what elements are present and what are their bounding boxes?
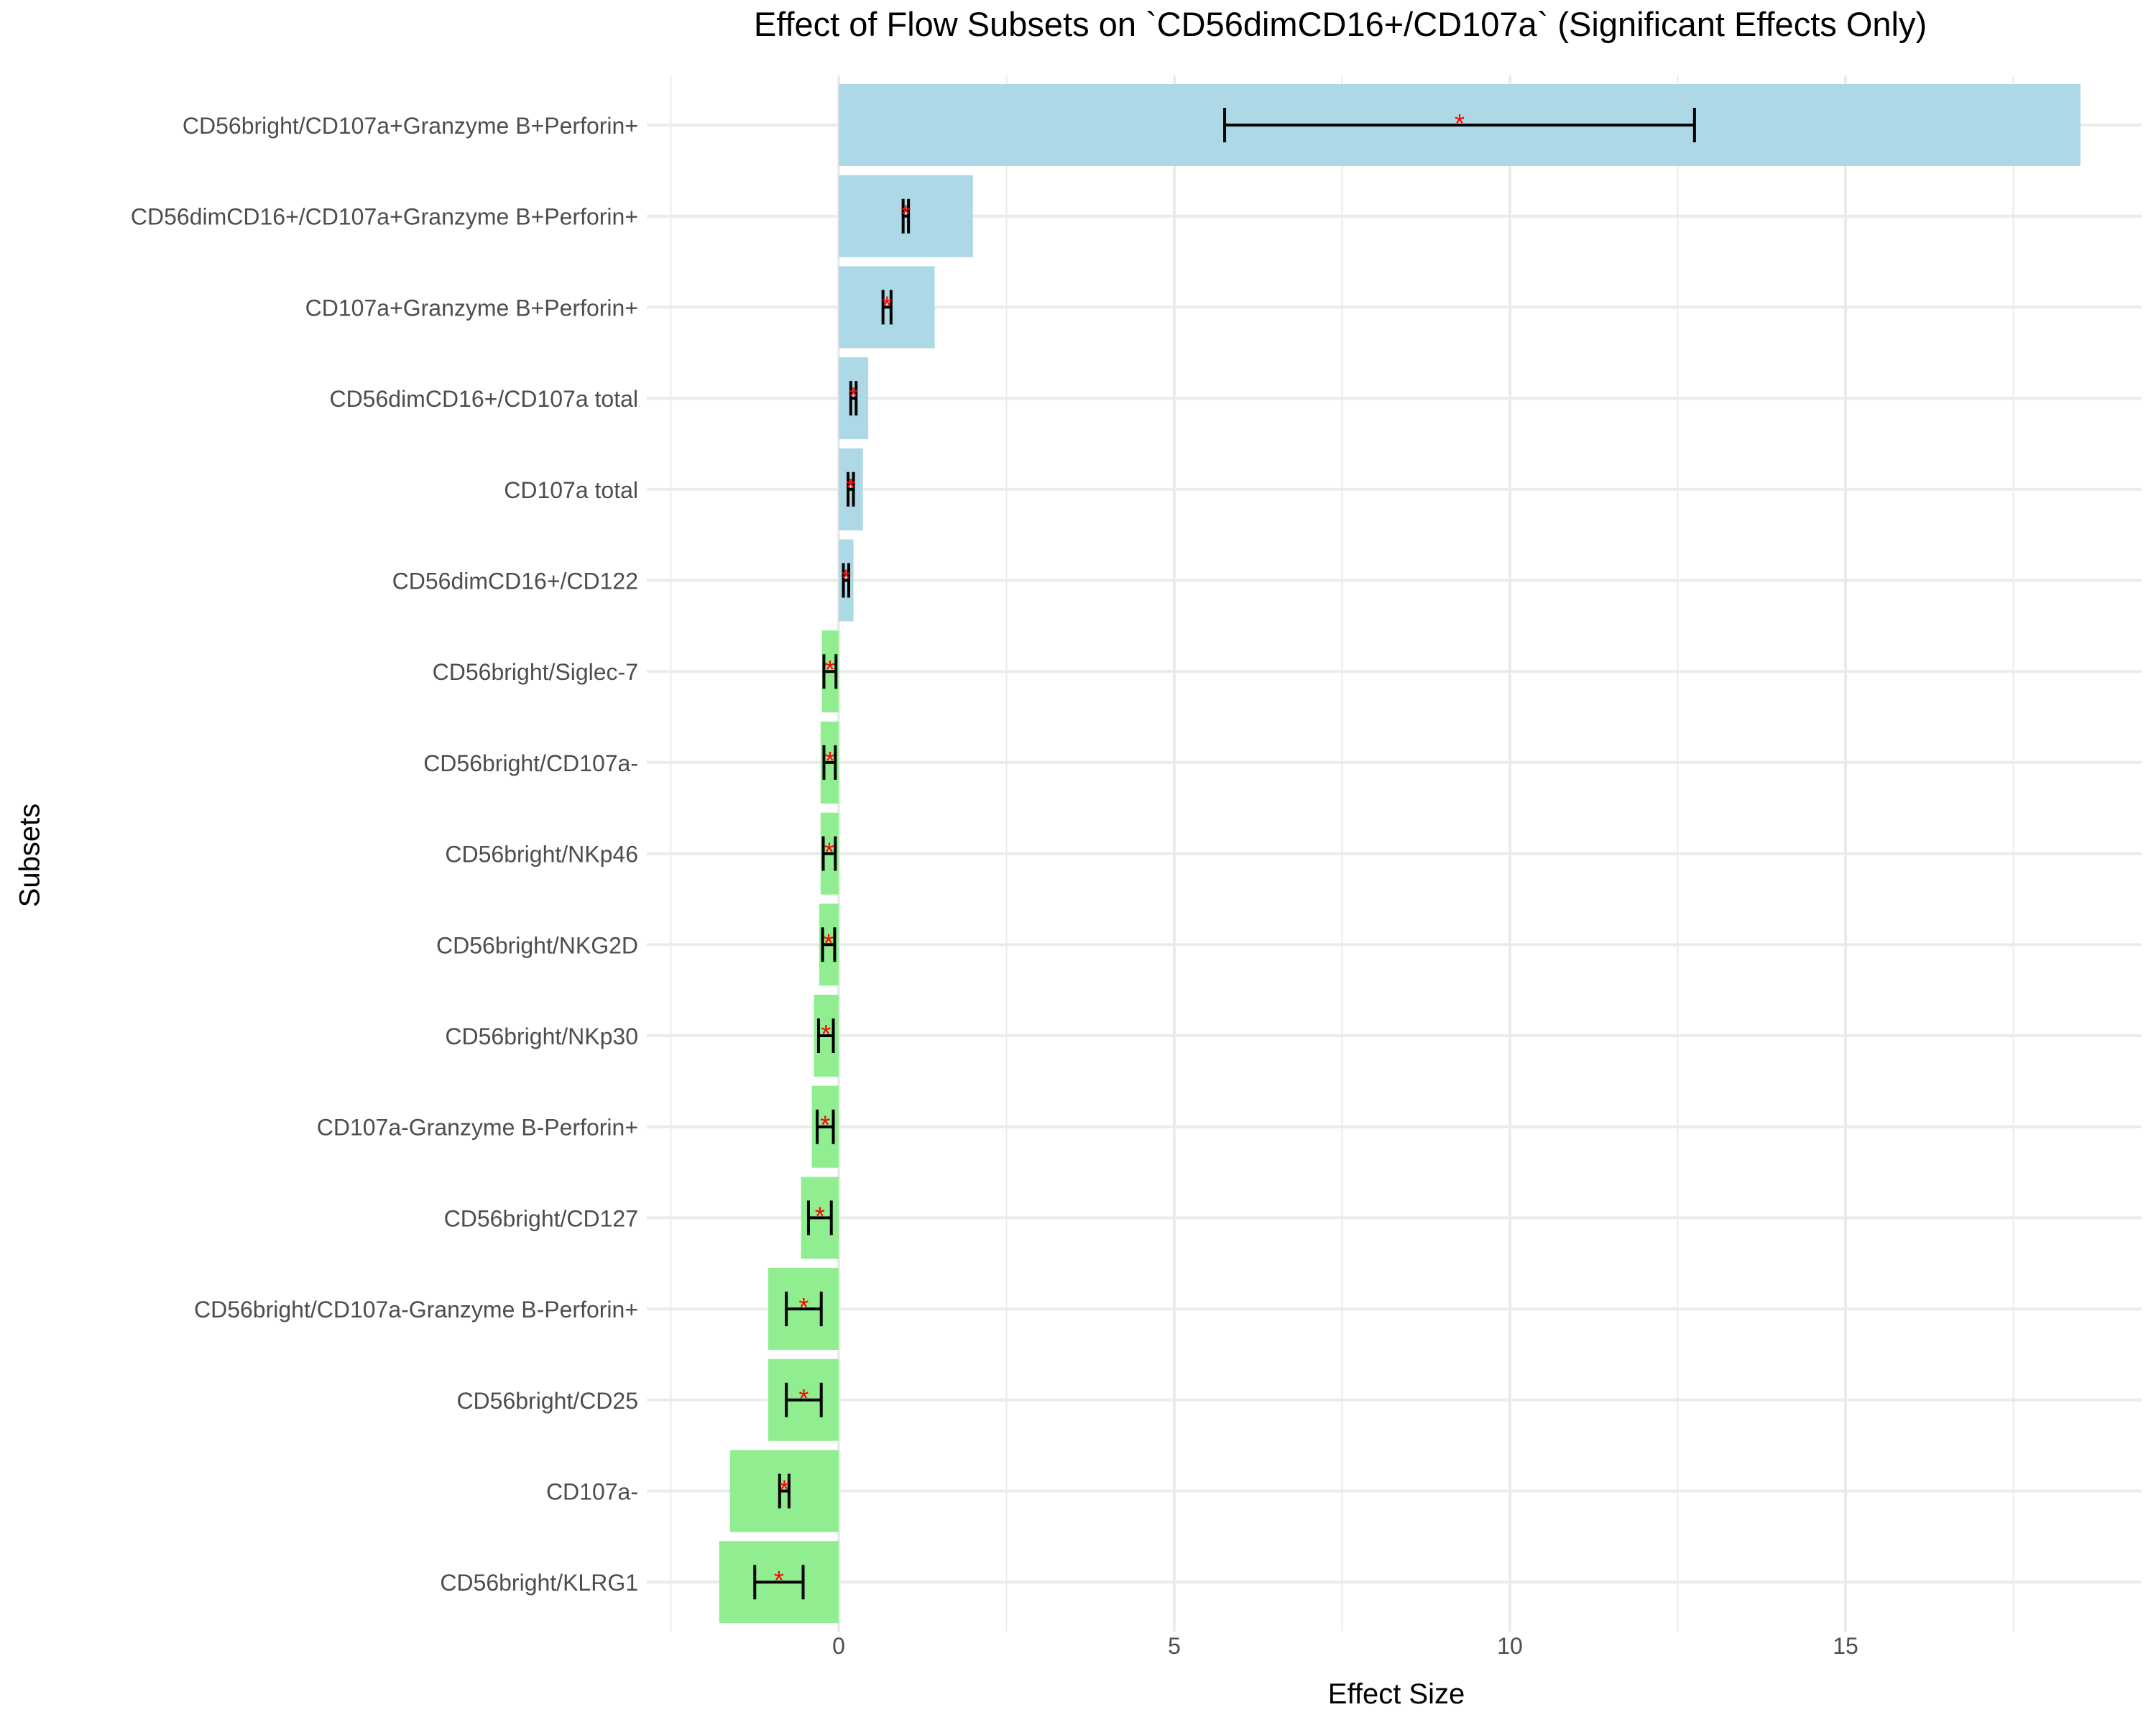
y-axis-title: Subsets — [14, 803, 46, 908]
chart-title: Effect of Flow Subsets on `CD56dimCD16+/… — [753, 5, 1927, 43]
y-tick-label: CD107a- — [546, 1479, 638, 1505]
significance-marker: * — [1455, 109, 1465, 138]
x-tick-label: 15 — [1833, 1633, 1858, 1659]
x-tick-label: 0 — [832, 1633, 845, 1659]
y-tick-label: CD56dimCD16+/CD107a total — [329, 386, 638, 412]
y-tick-label: CD56bright/KLRG1 — [440, 1570, 638, 1596]
y-tick-label: CD56bright/NKp46 — [445, 842, 638, 868]
significance-marker: * — [815, 1201, 825, 1230]
significance-marker: * — [774, 1565, 784, 1595]
y-tick-label: CD56bright/CD25 — [456, 1388, 638, 1414]
y-tick-label: CD107a-Granzyme B-Perforin+ — [317, 1115, 638, 1141]
y-tick-label: CD56bright/CD107a-Granzyme B-Perforin+ — [194, 1297, 638, 1322]
y-tick-label: CD56bright/Siglec-7 — [433, 659, 638, 685]
significance-marker: * — [825, 746, 835, 776]
significance-marker: * — [824, 928, 834, 957]
significance-marker: * — [779, 1475, 789, 1504]
significance-marker: * — [846, 473, 856, 502]
y-tick-label: CD56dimCD16+/CD122 — [392, 569, 638, 594]
significance-marker: * — [882, 290, 892, 320]
x-axis-title: Effect Size — [1327, 1678, 1465, 1710]
significance-marker: * — [841, 564, 851, 594]
x-tick-label: 5 — [1168, 1633, 1181, 1659]
y-tick-label: CD56bright/CD127 — [444, 1205, 638, 1231]
y-tick-label: CD107a total — [504, 477, 638, 503]
y-tick-label: CD56bright/NKp30 — [445, 1024, 638, 1049]
significance-marker: * — [821, 1019, 831, 1049]
y-tick-label: CD107a+Granzyme B+Perforin+ — [305, 295, 638, 321]
significance-marker: * — [900, 200, 911, 229]
significance-marker: * — [824, 837, 834, 867]
significance-marker: * — [798, 1384, 808, 1413]
y-tick-label: CD56bright/CD107a+Granzyme B+Perforin+ — [183, 113, 638, 139]
significance-marker: * — [825, 655, 835, 684]
significance-marker: * — [849, 382, 859, 411]
y-tick-label: CD56bright/NKG2D — [436, 932, 638, 958]
x-tick-label: 10 — [1497, 1633, 1523, 1659]
significance-marker: * — [820, 1110, 830, 1140]
significance-marker: * — [798, 1292, 808, 1322]
y-tick-label: CD56dimCD16+/CD107a+Granzyme B+Perforin+ — [131, 204, 638, 230]
y-tick-label: CD56bright/CD107a- — [423, 750, 638, 776]
